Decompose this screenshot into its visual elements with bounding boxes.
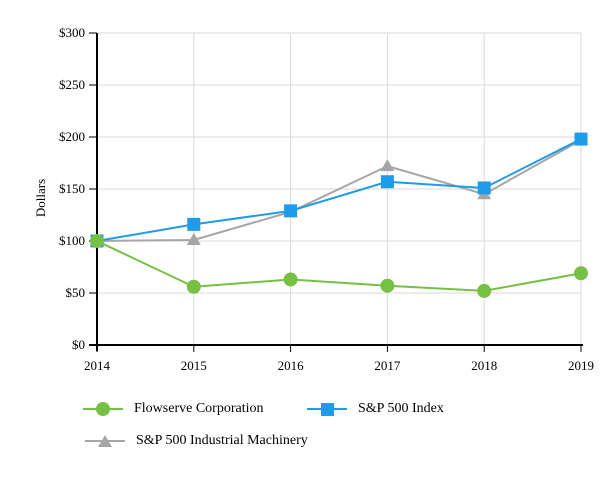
series-marker-circle (380, 278, 395, 293)
x-tick-label: 2019 (568, 358, 594, 373)
y-tick-label: $200 (59, 129, 85, 144)
legend-item-industrial-machinery: S&P 500 Industrial Machinery (85, 433, 308, 449)
series-line (96, 240, 582, 292)
y-tick-label: $300 (59, 25, 85, 40)
chart-plot-area: $0 $50 $100 $150 $200 $250 $300 2014 2015 2016 201… (59, 25, 594, 373)
y-tick-label: $50 (66, 285, 86, 300)
legend-label-flowserve: Flowserve Corporation (134, 401, 264, 416)
legend-marker-triangle-icon (85, 433, 125, 449)
legend-item-flowserve: Flowserve Corporation (83, 401, 263, 417)
x-tick-label: 2014 (84, 358, 111, 373)
y-tick-label: $100 (59, 233, 85, 248)
series-marker-circle (90, 234, 104, 248)
series-marker-circle (186, 279, 201, 294)
legend-item-sp500: S&P 500 Index (307, 401, 444, 417)
series-marker-square (187, 217, 201, 231)
series-marker-square (574, 132, 588, 146)
y-tick-label: $0 (72, 337, 85, 352)
x-tick-label: 2016 (278, 358, 305, 373)
x-tick-label: 2015 (181, 358, 207, 373)
x-tick-label: 2018 (471, 358, 497, 373)
legend-label-industrial-machinery: S&P 500 Industrial Machinery (136, 433, 308, 448)
series-marker-circle (574, 266, 588, 281)
series-line (96, 139, 582, 242)
legend-marker-circle-icon (83, 401, 123, 417)
series-marker-square (380, 175, 394, 189)
series-marker-square (477, 181, 491, 195)
series-line (96, 138, 582, 242)
series-marker-circle (477, 283, 492, 298)
legend-label-sp500: S&P 500 Index (358, 401, 444, 416)
x-tick-label: 2017 (374, 358, 401, 373)
series-marker-circle (283, 272, 298, 287)
y-tick-label: $150 (59, 181, 85, 196)
series-marker-triangle (186, 232, 201, 245)
series-marker-square (284, 204, 298, 218)
y-tick-label: $250 (59, 77, 85, 92)
legend-marker-square-icon (307, 401, 347, 417)
series-marker-triangle (380, 159, 395, 172)
